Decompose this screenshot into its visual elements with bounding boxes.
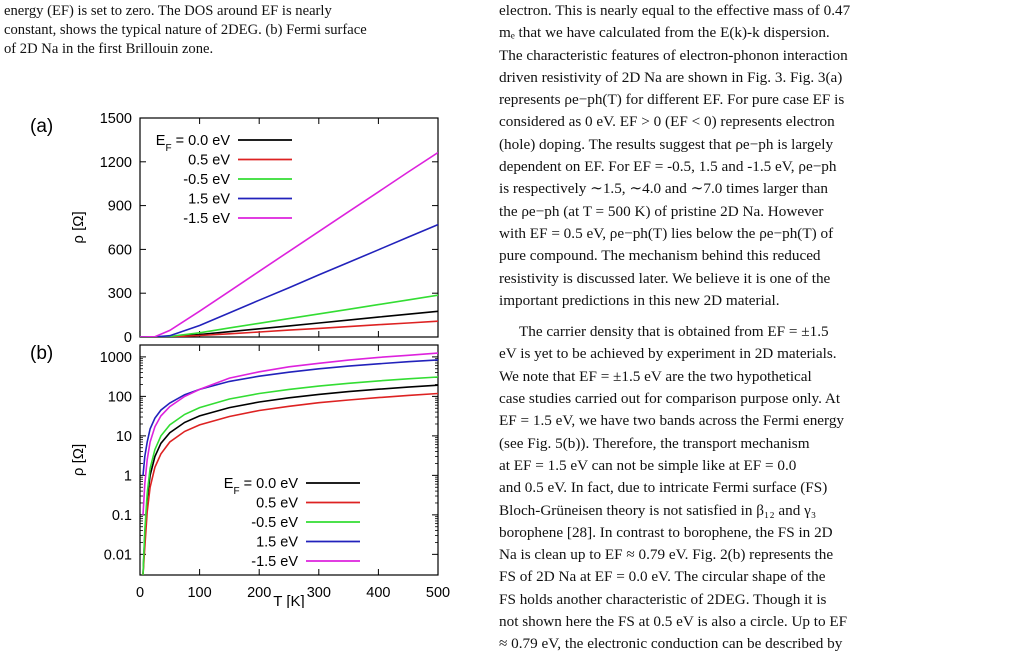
text-line: driven resistivity of 2D Na are shown in…	[499, 68, 843, 86]
x-axis-title: T [K]	[273, 593, 304, 608]
legend-label: EF = 0.0 eV	[156, 133, 231, 154]
panel-a: 0 300 600 900 1200 1500 ρ [Ω] (a) EF = 0.0 eV0.5…	[30, 111, 439, 346]
text-line: resistivity is discussed later. We belie…	[499, 269, 831, 287]
text-line: at EF = 1.5 eV can not be simple like at…	[499, 456, 797, 474]
text-line: case studies carried out for comparison …	[499, 390, 841, 408]
legend-label: -1.5 eV	[183, 211, 230, 227]
paragraph-1: electron. This is nearly equal to the ef…	[499, 0, 1022, 312]
y-axis-title: ρ [Ω]	[70, 211, 87, 243]
text-line: EF = 1.5 eV, we have two bands across th…	[499, 412, 845, 430]
text-line: (hole) doping. The results suggest that …	[499, 135, 834, 153]
text-line: Bloch-Grüneisen theory is not satisfied …	[499, 501, 817, 519]
y-tick-label: 300	[108, 286, 132, 302]
text-line: is respectively ∼1.5, ∼4.0 and ∼7.0 time…	[499, 180, 828, 198]
legend-label: 0.5 eV	[256, 496, 298, 512]
y-tick-label: 10	[116, 429, 132, 445]
y-axis-title: ρ [Ω]	[70, 444, 87, 476]
text-line: ≈ 0.79 eV, the electronic conduction can…	[499, 635, 843, 653]
text-line: We note that EF = ±1.5 eV are the two hy…	[499, 367, 812, 385]
text-line: Na is clean up to EF ≈ 0.79 eV. Fig. 2(b…	[499, 546, 834, 564]
text-line: with EF = 0.5 eV, ρe−ph(T) lies below th…	[499, 224, 834, 242]
y-tick-label: 1200	[100, 155, 132, 171]
paragraph-2: The carrier density that is obtained fro…	[499, 321, 1022, 655]
y-tick-label: 1	[124, 468, 132, 484]
series-line-4	[142, 352, 438, 515]
legend-label: -1.5 eV	[251, 554, 298, 570]
text-line: pure compound. The mechanism behind this…	[499, 247, 821, 265]
text-line: represents ρe−ph(T) for different EF. Fo…	[499, 91, 845, 109]
legend-label: -0.5 eV	[251, 515, 298, 531]
x-tick-label: 400	[366, 585, 390, 601]
text-line: borophene [28]. In contrast to borophene…	[499, 523, 833, 541]
text-line: The characteristic features of electron-…	[499, 46, 848, 64]
legend-label: 1.5 eV	[188, 192, 230, 208]
y-tick-label: 1500	[100, 111, 132, 127]
text-line: dependent on EF. For EF = -0.5, 1.5 and …	[499, 158, 837, 176]
text-line: and 0.5 eV. In fact, due to intricate Fe…	[499, 479, 828, 497]
series-line-1	[142, 392, 438, 575]
y-tick-label: 0.1	[112, 508, 132, 524]
y-tick-label: 600	[108, 242, 132, 258]
body-text: electron. This is nearly equal to the ef…	[499, 0, 1022, 656]
caption-line: energy (EF) is set to zero. The DOS arou…	[4, 3, 332, 19]
x-tick-label: 300	[307, 585, 331, 601]
text-line: not shown here the FS at 0.5 eV is also …	[499, 613, 848, 631]
panel-b: 0.01 0.1 1 10 100 1000 0 100 200 300 400 500 ρ [Ω] (b…	[30, 343, 450, 608]
y-tick-label: 1000	[100, 350, 132, 366]
text-line: FS holds another characteristic of 2DEG.…	[499, 590, 827, 608]
legend-label: EF = 0.0 eV	[224, 476, 299, 497]
y-tick-label: 0	[124, 330, 132, 346]
series-line-3	[140, 223, 438, 337]
panel-label: (b)	[30, 343, 53, 364]
text-line: mₑ that we have calculated from the E(k)…	[499, 24, 830, 42]
text-line: important predictions in this new 2D mat…	[499, 291, 780, 309]
legend-label: 0.5 eV	[188, 153, 230, 169]
legend-label: -0.5 eV	[183, 172, 230, 188]
y-tick-label: 0.01	[104, 547, 132, 563]
legend-label: 1.5 eV	[256, 535, 298, 551]
x-tick-label: 200	[247, 585, 271, 601]
series-line-3	[142, 359, 438, 476]
text-line: considered as 0 eV. EF > 0 (EF < 0) repr…	[499, 113, 835, 131]
text-line: the ρe−ph (at T = 500 K) of pristine 2D …	[499, 202, 824, 220]
x-tick-label: 0	[136, 585, 144, 601]
plot-frame	[139, 117, 439, 338]
x-tick-label: 100	[187, 585, 211, 601]
series-line-2	[142, 376, 438, 575]
text-line: electron. This is nearly equal to the ef…	[499, 2, 851, 19]
plot-frame	[139, 344, 439, 576]
text-line: FS of 2D Na at EF = 0.0 eV. The circular…	[499, 568, 826, 586]
series-line-4	[140, 151, 438, 337]
figure-caption: energy (EF) is set to zero. The DOS arou…	[4, 2, 476, 59]
caption-line: constant, shows the typical nature of 2D…	[4, 22, 367, 38]
panel-label: (a)	[30, 116, 53, 137]
text-line: (see Fig. 5(b)). Therefore, the transpor…	[499, 434, 810, 452]
y-tick-label: 900	[108, 199, 132, 215]
y-tick-label: 100	[108, 389, 132, 405]
x-tick-label: 500	[426, 585, 450, 601]
text-line: The carrier density that is obtained fro…	[519, 323, 829, 341]
text-line: eV is yet to be achieved by experiment i…	[499, 345, 837, 363]
caption-line: of 2D Na in the first Brillouin zone.	[4, 41, 214, 57]
